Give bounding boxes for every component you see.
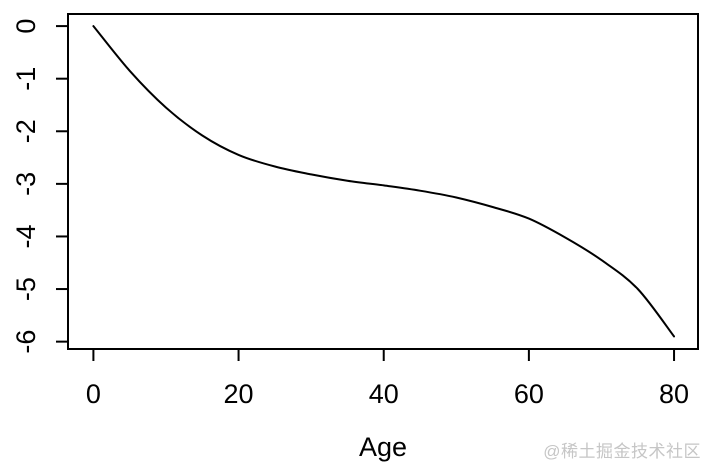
x-axis-tick-label: 80 — [659, 379, 689, 409]
y-axis-tick-label: 0 — [11, 19, 41, 34]
watermark-text: @稀土掘金技术社区 — [543, 442, 701, 461]
x-axis-tick-label: 60 — [514, 379, 544, 409]
y-axis-tick-label: -1 — [11, 67, 41, 91]
y-axis-tick-label: -6 — [11, 330, 41, 354]
plot-border — [67, 13, 699, 350]
x-axis-title: Age — [358, 432, 408, 462]
x-axis-tick-label: 0 — [86, 379, 101, 409]
y-axis-tick-label: -4 — [11, 224, 41, 248]
y-axis-tick-label: -2 — [11, 119, 41, 143]
x-axis-tick-label: 40 — [369, 379, 399, 409]
data-curve — [92, 25, 675, 338]
y-axis-tick-label: -5 — [11, 277, 41, 301]
x-axis-tick-label: 20 — [224, 379, 254, 409]
y-axis-tick-label: -3 — [11, 172, 41, 196]
